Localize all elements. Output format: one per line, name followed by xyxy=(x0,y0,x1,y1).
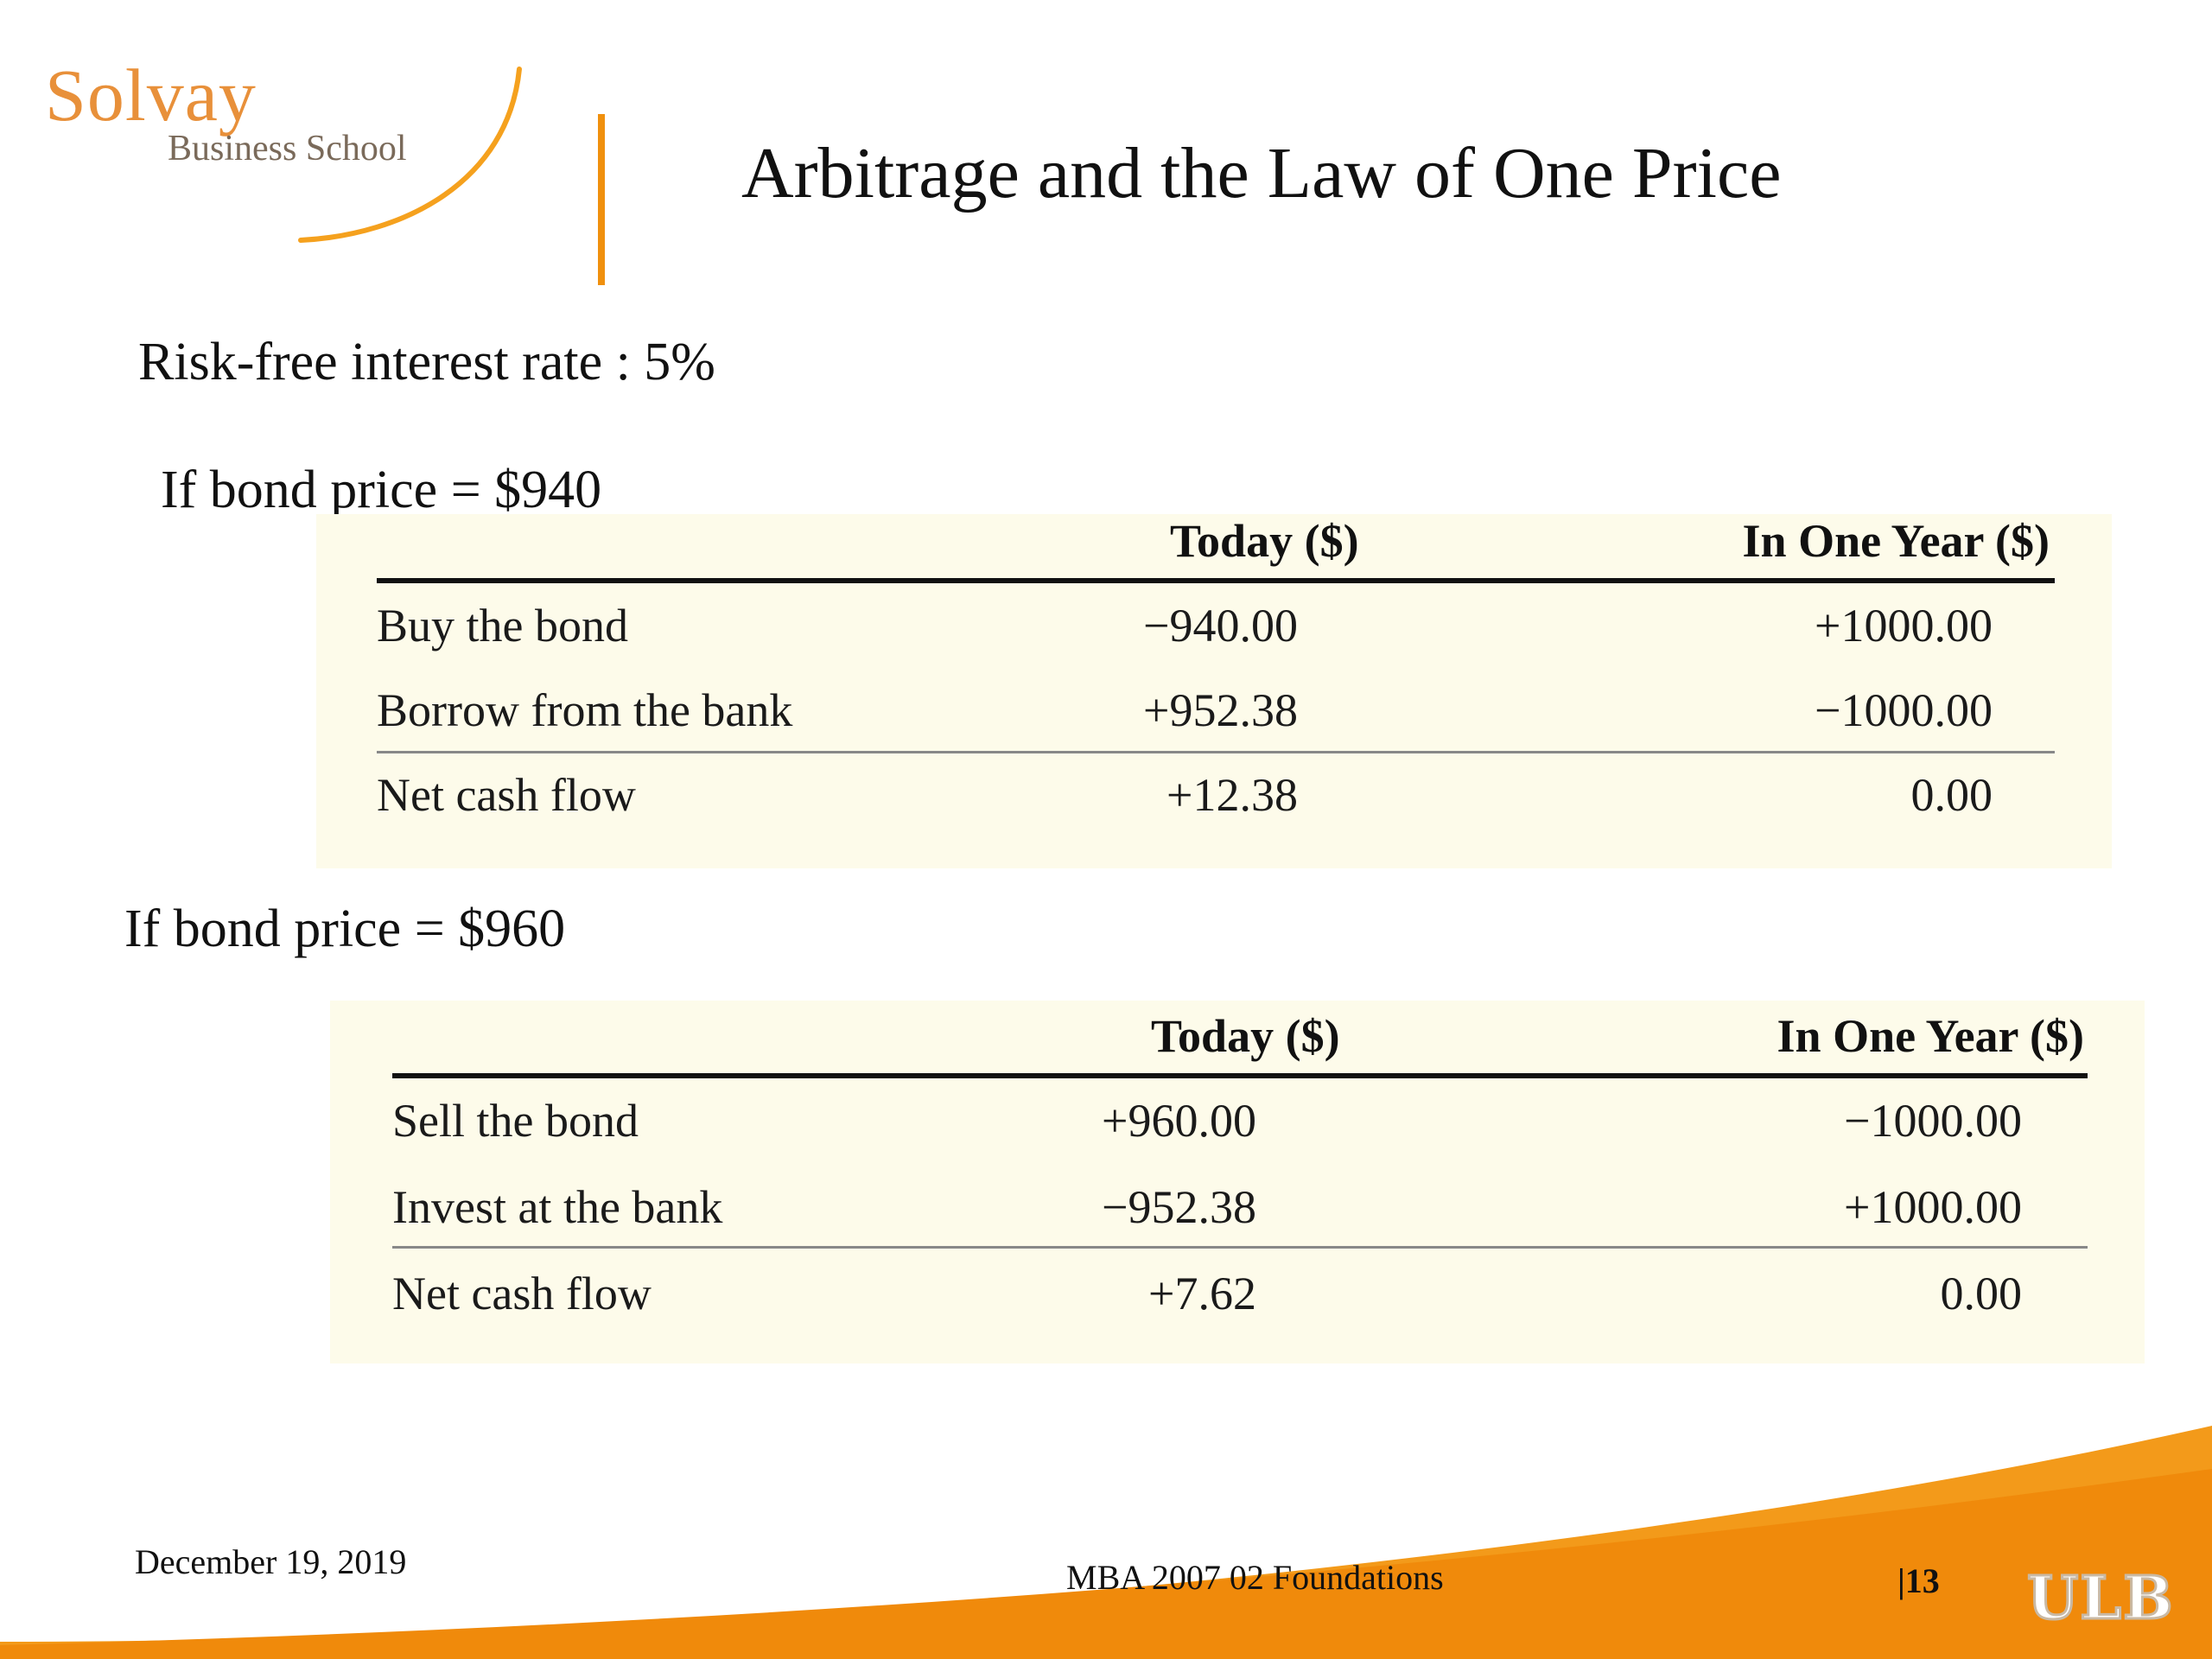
slide-title: Arbitrage and the Law of One Price xyxy=(741,133,1782,213)
header-today: Today ($) xyxy=(1151,1010,1340,1062)
scenario-2-condition: If bond price = $960 xyxy=(124,899,566,958)
total-rule xyxy=(377,751,2055,753)
page-number: |13 xyxy=(1897,1561,1940,1600)
logo-subtitle: Business School xyxy=(168,129,407,168)
header-one-year: In One Year ($) xyxy=(1777,1010,2084,1062)
cell-one-year: +1000.00 xyxy=(1815,600,1993,652)
cell-one-year: −1000.00 xyxy=(1844,1095,2022,1147)
total-rule xyxy=(392,1246,2088,1249)
cell-one-year: +1000.00 xyxy=(1844,1181,2022,1233)
header-rule xyxy=(377,578,2055,583)
arbitrage-table-960: Today ($) In One Year ($) Sell the bond … xyxy=(330,1001,2145,1363)
cell-one-year: 0.00 xyxy=(1940,1268,2023,1319)
arbitrage-table-940: Today ($) In One Year ($) Buy the bond −… xyxy=(316,514,2112,868)
row-label: Invest at the bank xyxy=(392,1181,723,1233)
cell-one-year: −1000.00 xyxy=(1815,684,1993,736)
cell-today: +952.38 xyxy=(1143,684,1298,736)
scenario-1-condition: If bond price = $940 xyxy=(161,461,602,519)
title-divider xyxy=(598,114,605,285)
row-label: Net cash flow xyxy=(377,769,636,821)
solvay-logo: Solvay Business School xyxy=(41,52,525,259)
row-label: Buy the bond xyxy=(377,600,628,652)
risk-free-rate-text: Risk-free interest rate : 5% xyxy=(138,333,715,391)
cell-today: +7.62 xyxy=(1148,1268,1256,1319)
header-one-year: In One Year ($) xyxy=(1742,515,2050,567)
footer-course: MBA 2007 02 Foundations xyxy=(1066,1558,1444,1597)
cell-today: +960.00 xyxy=(1102,1095,1256,1147)
footer-date: December 19, 2019 xyxy=(135,1542,407,1581)
row-label: Net cash flow xyxy=(392,1268,652,1319)
logo-wordmark: Solvay xyxy=(45,54,257,137)
cell-today: −940.00 xyxy=(1143,600,1298,652)
ulb-logo: ULB xyxy=(2026,1563,2175,1635)
header-rule xyxy=(392,1073,2088,1078)
header-today: Today ($) xyxy=(1170,515,1359,567)
logo-swoosh-icon xyxy=(298,67,522,243)
row-label: Sell the bond xyxy=(392,1095,639,1147)
cell-today: +12.38 xyxy=(1166,769,1298,821)
row-label: Borrow from the bank xyxy=(377,684,793,736)
cell-today: −952.38 xyxy=(1102,1181,1256,1233)
cell-one-year: 0.00 xyxy=(1910,769,1993,821)
